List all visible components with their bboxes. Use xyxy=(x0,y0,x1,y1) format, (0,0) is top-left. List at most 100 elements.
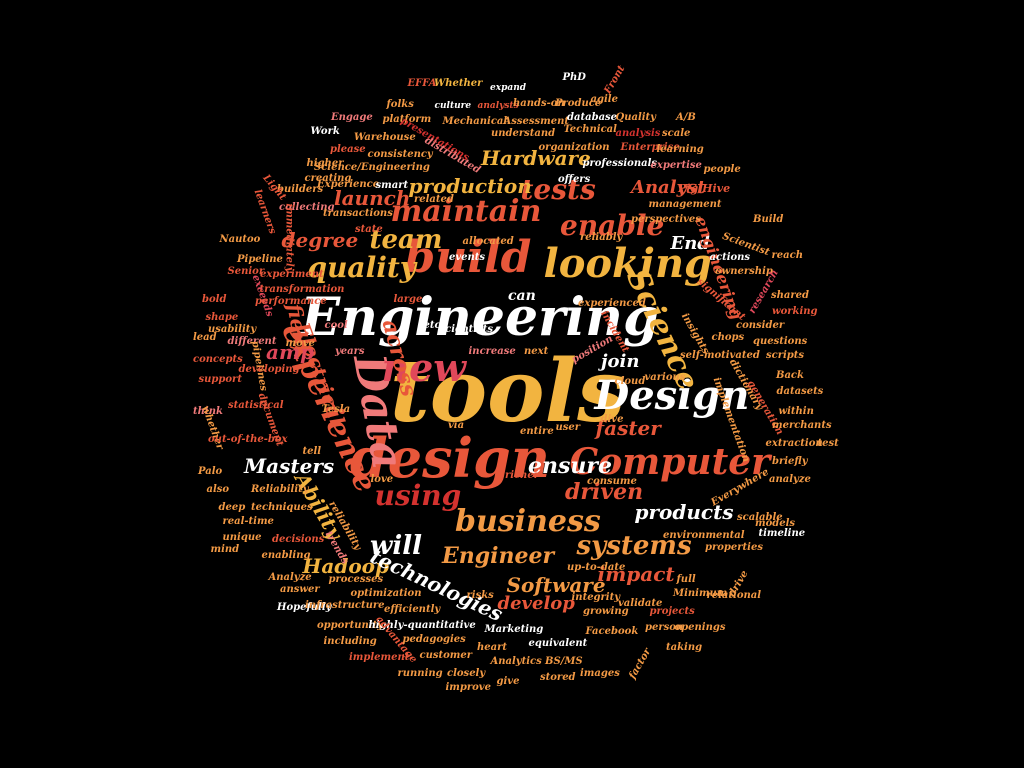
word-10: business xyxy=(455,504,601,539)
word-96: transactions xyxy=(323,208,393,219)
word-93: state xyxy=(355,224,383,235)
word-61: Assessment xyxy=(503,116,569,127)
word-85: Experience xyxy=(317,179,380,190)
word-100: reliably xyxy=(580,232,623,243)
word-176: scalable xyxy=(737,512,783,523)
word-52: folks xyxy=(386,99,414,110)
word-94: perspectives xyxy=(631,214,701,225)
word-183: environmental xyxy=(663,530,745,541)
word-162: test xyxy=(817,438,839,449)
word-65: Work xyxy=(310,126,340,137)
word-184: timeline xyxy=(758,528,806,539)
word-24: degree xyxy=(281,228,359,252)
word-140: support xyxy=(198,374,242,385)
word-64: A/B xyxy=(676,112,696,123)
word-128: move xyxy=(285,338,315,349)
word-54: analysts xyxy=(477,100,519,111)
word-208: pedagogies xyxy=(402,634,466,645)
word-115: experienced xyxy=(578,298,646,309)
word-88: collecting xyxy=(279,202,335,213)
word-77: learning xyxy=(656,144,704,155)
word-201: relational xyxy=(706,590,762,601)
word-97: Nautoo xyxy=(219,234,261,245)
word-68: Warehouse xyxy=(354,132,416,143)
word-42: End xyxy=(670,233,710,254)
word-14: enable xyxy=(560,209,665,242)
word-43: Analyst xyxy=(631,177,706,198)
word-132: concepts xyxy=(193,354,243,365)
word-7: Computer xyxy=(569,441,771,483)
word-212: including xyxy=(323,636,377,647)
word-32: driven xyxy=(565,479,644,505)
word-63: Quality xyxy=(615,112,657,123)
word-59: platform xyxy=(382,114,432,125)
word-9: new xyxy=(381,345,467,390)
word-119: usability xyxy=(208,324,257,335)
word-34: products xyxy=(634,500,734,524)
word-55: hands-on xyxy=(513,98,565,109)
word-12: quality xyxy=(307,251,417,284)
word-35: Hadoop xyxy=(302,554,390,578)
word-221: closely xyxy=(447,668,486,679)
word-191: up-to-date xyxy=(567,562,626,573)
word-136: next xyxy=(524,346,549,357)
word-18: Engineer xyxy=(442,543,555,569)
word-169: also xyxy=(206,484,230,495)
word-226: give xyxy=(496,676,520,687)
word-168: analyze xyxy=(769,474,811,485)
word-47: Whether xyxy=(434,78,483,89)
word-116: working xyxy=(772,306,818,317)
word-108: ownership xyxy=(715,266,773,277)
word-37: Software xyxy=(506,573,606,597)
word-135: increase xyxy=(468,346,516,357)
word-170: Reliability xyxy=(251,484,309,495)
word-39: develop xyxy=(497,593,575,614)
word-27: amp xyxy=(266,340,315,364)
word-125: consider xyxy=(736,320,785,331)
word-217: Analytics xyxy=(490,656,542,667)
word-75: organization xyxy=(538,142,610,153)
word-150: dive xyxy=(600,414,624,425)
word-76: Enterprise xyxy=(620,142,680,153)
word-209: openings xyxy=(674,622,726,633)
word-33: ensure xyxy=(528,453,612,479)
word-216: customer xyxy=(419,650,473,661)
word-106: Senior xyxy=(227,266,265,277)
word-202: Minimum xyxy=(673,588,728,599)
word-62: database xyxy=(567,112,618,123)
word-3: design xyxy=(350,426,551,490)
word-111: shared xyxy=(771,290,810,301)
word-105: actions xyxy=(709,252,751,263)
word-78: higher xyxy=(306,158,344,169)
word-130: chops xyxy=(711,332,745,343)
word-205: Marketing xyxy=(484,624,544,635)
word-215: implement xyxy=(349,652,410,663)
word-218: BS/MS xyxy=(545,656,583,667)
word-2: Engineering xyxy=(300,287,660,348)
word-156: entire xyxy=(520,426,554,437)
word-58: Engage xyxy=(331,112,373,123)
word-186: processes xyxy=(328,574,384,585)
word-190: risks xyxy=(466,590,494,601)
word-188: Analyze xyxy=(268,572,312,583)
word-19: systems xyxy=(576,531,692,561)
word-146: think xyxy=(193,406,223,417)
word-223: images xyxy=(580,668,620,679)
word-220: running xyxy=(397,668,443,679)
word-95: Build xyxy=(753,214,784,225)
word-121: etc xyxy=(423,320,441,331)
word-171: richer xyxy=(505,470,540,481)
word-222: stored xyxy=(540,672,576,683)
word-1: tools xyxy=(390,341,626,442)
word-31: will xyxy=(370,531,423,561)
word-206: projects xyxy=(649,606,695,617)
word-21: production xyxy=(408,174,532,198)
word-145: Back xyxy=(776,370,804,381)
word-53: culture xyxy=(434,100,472,111)
word-98: immediately xyxy=(283,203,295,273)
word-40: join xyxy=(601,351,640,372)
word-192: validate xyxy=(618,598,663,609)
word-4: build xyxy=(404,232,532,283)
word-213: equivalent xyxy=(528,638,588,649)
